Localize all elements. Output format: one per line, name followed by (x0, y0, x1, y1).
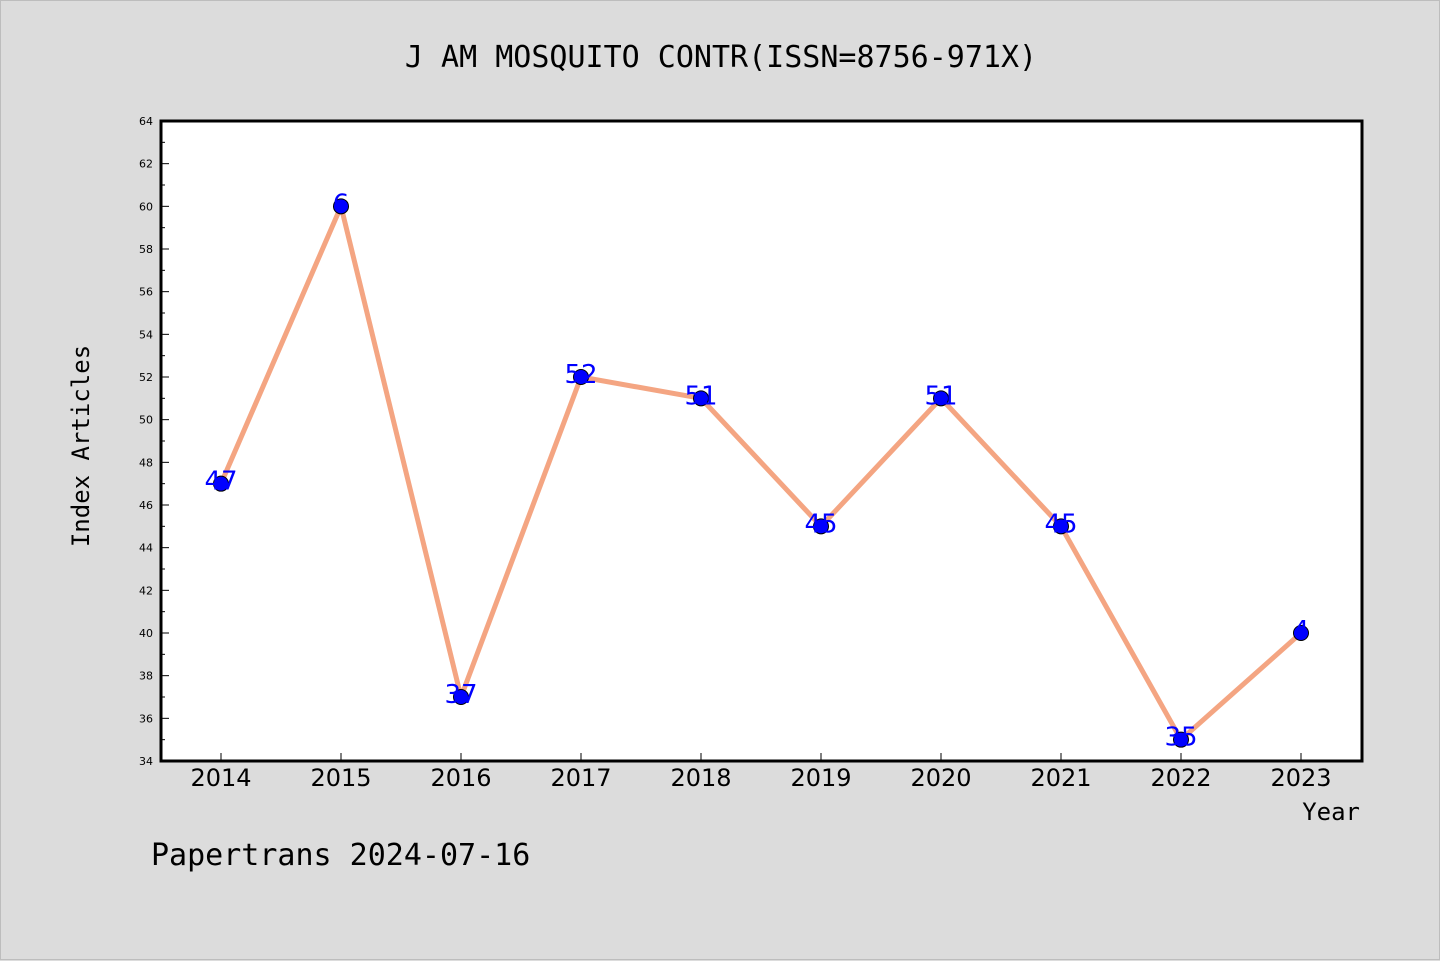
data-label: 45 (804, 509, 837, 539)
x-axis: 2014 2015 2016 2017 2018 2019 2020 2021 2022 2023 (190, 753, 1332, 792)
y-tick-label: 58 (139, 243, 153, 256)
data-label: 51 (924, 381, 957, 411)
data-label: 4 (1293, 616, 1310, 646)
data-label: 47 (204, 467, 237, 497)
x-tick-label: 2017 (550, 764, 611, 792)
y-tick-label: 56 (139, 286, 153, 299)
data-point (1293, 625, 1309, 641)
y-tick-label: 38 (139, 670, 153, 683)
y-tick-label: 46 (139, 499, 153, 512)
data-point (693, 390, 709, 407)
chart-title: J AM MOSQUITO CONTR(ISSN=8756-971X) (405, 40, 1037, 75)
data-labels: 47 6 37 52 51 45 51 45 35 4 (204, 189, 1309, 752)
y-tick-label: 48 (139, 456, 153, 469)
y-tick-label: 60 (139, 200, 153, 213)
data-point (1053, 518, 1069, 535)
data-point (933, 390, 949, 407)
y-tick-label: 50 (139, 414, 153, 427)
plot-area (159, 119, 1364, 763)
data-label: 51 (684, 381, 717, 411)
y-tick-label: 64 (139, 115, 153, 128)
data-label: 45 (1044, 509, 1077, 539)
x-axis-label: Year (1302, 798, 1360, 826)
y-axis-label: Index Articles (67, 345, 95, 547)
y-tick-label: 40 (139, 627, 153, 640)
series-line (218, 203, 1304, 743)
data-point (573, 369, 589, 385)
y-tick-label: 62 (139, 158, 153, 171)
x-tick-label: 2014 (190, 764, 251, 792)
data-markers (213, 198, 1309, 748)
y-tick-label: 54 (139, 328, 153, 341)
x-tick-label: 2016 (430, 764, 491, 792)
data-label: 6 (333, 189, 350, 219)
y-tick-label: 42 (139, 584, 153, 597)
x-tick-label: 2023 (1270, 764, 1331, 792)
footer-credit: Papertrans 2024-07-16 (151, 838, 530, 873)
x-tick-label: 2018 (670, 764, 731, 792)
data-point (1173, 731, 1189, 748)
data-point (453, 689, 469, 705)
x-tick-label: 2022 (1150, 764, 1211, 792)
data-label: 52 (564, 360, 597, 390)
x-tick-label: 2015 (310, 764, 371, 792)
data-point (333, 198, 349, 215)
x-tick-label: 2021 (1030, 764, 1091, 792)
data-label: 37 (444, 680, 477, 710)
y-tick-label: 34 (139, 755, 153, 768)
y-tick-label: 36 (139, 712, 153, 725)
y-axis: 34 36 38 40 42 44 46 48 50 52 54 56 58 60 62 64 (139, 115, 169, 768)
data-point (213, 475, 229, 492)
y-tick-label: 52 (139, 371, 153, 384)
x-tick-label: 2019 (790, 764, 851, 792)
x-tick-label: 2020 (910, 764, 971, 792)
data-label: 35 (1164, 723, 1197, 753)
y-tick-label: 44 (139, 542, 153, 555)
data-point (813, 518, 829, 535)
